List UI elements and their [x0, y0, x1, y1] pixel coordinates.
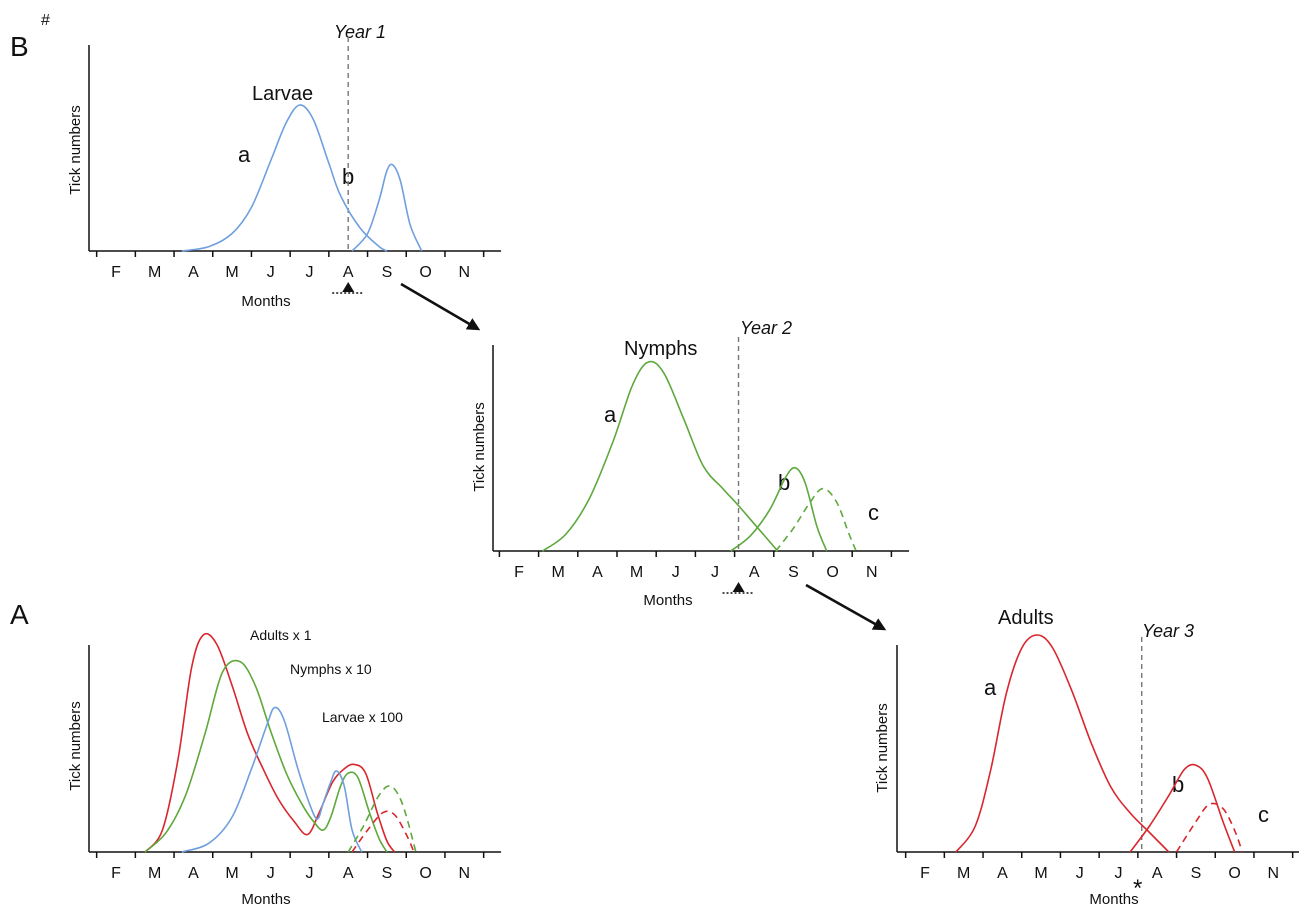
year3-months-label: Months — [1089, 891, 1138, 908]
y1-month-tick-label: J — [267, 264, 275, 281]
larvae-title: Larvae — [252, 83, 313, 105]
cmb-month-tick-label: A — [188, 865, 199, 882]
combined-abundance-chart: Adults x 1 Nymphs x 10 Larvae x 100 Mont… — [67, 627, 403, 908]
y2-month-tick-label: F — [514, 564, 524, 581]
cmb-series-dashed-4-line — [347, 785, 417, 853]
cmb-series-dashed-3-line — [351, 810, 415, 853]
combined-y-axis-label: Tick numbers — [67, 701, 84, 790]
adults-curve-c-label: c — [1258, 802, 1269, 827]
y3-month-tick-label: O — [1228, 865, 1240, 882]
cmb-month-tick-label: M — [225, 865, 238, 882]
cmb-series-adults-x-1-line — [144, 632, 396, 853]
y1-month-tick-label: J — [306, 264, 314, 281]
y3-month-tick-label: J — [1115, 865, 1123, 882]
year1-label: Year 1 — [334, 22, 386, 42]
y1-series-b-line — [351, 163, 423, 252]
year2-nymphs-chart: Nymphs Year 2 a b c Months Tick numbers — [471, 318, 879, 609]
y2-month-tick-label: A — [592, 564, 603, 581]
adults-curve-b-label: b — [1172, 772, 1184, 797]
larvae-curve-a-label: a — [238, 142, 251, 167]
y2-month-tick-label: O — [826, 564, 838, 581]
combined-months-label: Months — [241, 891, 290, 908]
nymphs-curve-b-label: b — [778, 470, 790, 495]
y1-month-tick-label: F — [111, 264, 121, 281]
year1-months-label: Months — [241, 293, 290, 310]
y3-series-c-line — [1175, 802, 1244, 853]
y2-triangle-marker — [732, 582, 745, 592]
y1-month-tick-label: S — [382, 264, 393, 281]
cmb-month-tick-label: O — [419, 865, 431, 882]
y1-month-tick-label: M — [148, 264, 161, 281]
nymphs-series-label: Nymphs x 10 — [290, 661, 372, 677]
y2-month-tick-label: A — [749, 564, 760, 581]
cmb-month-tick-label: A — [343, 865, 354, 882]
y2-month-tick-label: M — [552, 564, 565, 581]
y1-month-tick-label: O — [419, 264, 431, 281]
cmb-month-tick-label: F — [111, 865, 121, 882]
y1-month-tick-label: M — [225, 264, 238, 281]
y2-series-c-line — [775, 487, 857, 552]
cmb-series-nymphs-x-10-line — [144, 659, 388, 853]
year3-label: Year 3 — [1142, 621, 1194, 641]
year1-y-axis-label: Tick numbers — [67, 105, 84, 194]
y3-month-tick-label: A — [997, 865, 1008, 882]
cmb-month-tick-label: J — [267, 865, 275, 882]
adults-series-label: Adults x 1 — [250, 627, 312, 643]
y3-month-tick-label: M — [1034, 865, 1047, 882]
y3-series-a-line — [955, 634, 1170, 853]
panel-b-note: # — [41, 12, 50, 29]
y1-triangle-marker — [342, 282, 355, 292]
asterisk-marker: * — [1133, 875, 1142, 902]
cmb-month-tick-label: M — [148, 865, 161, 882]
chart-marks: F M A M J J A S O N F M A M J J A S O N F M A M J J A S O N F M A M J J A S O N — [88, 37, 1299, 882]
cmb-month-tick-label: S — [382, 865, 393, 882]
y2-month-tick-label: S — [788, 564, 799, 581]
y3-month-tick-label: N — [1268, 865, 1280, 882]
panel-a-label: A — [10, 599, 29, 630]
y3-month-tick-label: M — [957, 865, 970, 882]
cmb-series-larvae-x-100-line — [181, 706, 363, 853]
panel-b-label: B — [10, 31, 29, 62]
year2-months-label: Months — [643, 592, 692, 609]
y3-series-b-line — [1129, 763, 1236, 853]
adults-curve-a-label: a — [984, 675, 997, 700]
adults-title: Adults — [998, 607, 1054, 629]
y2-month-tick-label: M — [630, 564, 643, 581]
year3-adults-chart: Adults Year 3 a b c Months Tick numbers … — [874, 607, 1269, 908]
nymphs-curve-a-label: a — [604, 402, 617, 427]
cmb-month-tick-label: N — [459, 865, 471, 882]
y2-series-b-line — [730, 466, 828, 552]
year2-label: Year 2 — [740, 318, 792, 338]
y3-month-tick-label: S — [1191, 865, 1202, 882]
y3-month-tick-label: F — [920, 865, 930, 882]
y1-month-tick-label: N — [459, 264, 471, 281]
y2-series-a-line — [542, 360, 779, 552]
arrow-year1-to-year2 — [400, 282, 481, 331]
larvae-series-label: Larvae x 100 — [322, 709, 403, 725]
y2-month-tick-label: N — [866, 564, 878, 581]
y3-month-tick-label: J — [1076, 865, 1084, 882]
year2-y-axis-label: Tick numbers — [471, 402, 488, 491]
arrow-year2-to-year3 — [805, 583, 887, 631]
y2-month-tick-label: J — [711, 564, 719, 581]
cmb-month-tick-label: J — [306, 865, 314, 882]
y1-month-tick-label: A — [188, 264, 199, 281]
year3-y-axis-label: Tick numbers — [874, 703, 891, 792]
nymphs-curve-c-label: c — [868, 500, 879, 525]
y1-month-tick-label: A — [343, 264, 354, 281]
nymphs-title: Nymphs — [624, 338, 697, 360]
y3-month-tick-label: A — [1152, 865, 1163, 882]
y2-month-tick-label: J — [672, 564, 680, 581]
y1-series-a-line — [181, 104, 388, 252]
